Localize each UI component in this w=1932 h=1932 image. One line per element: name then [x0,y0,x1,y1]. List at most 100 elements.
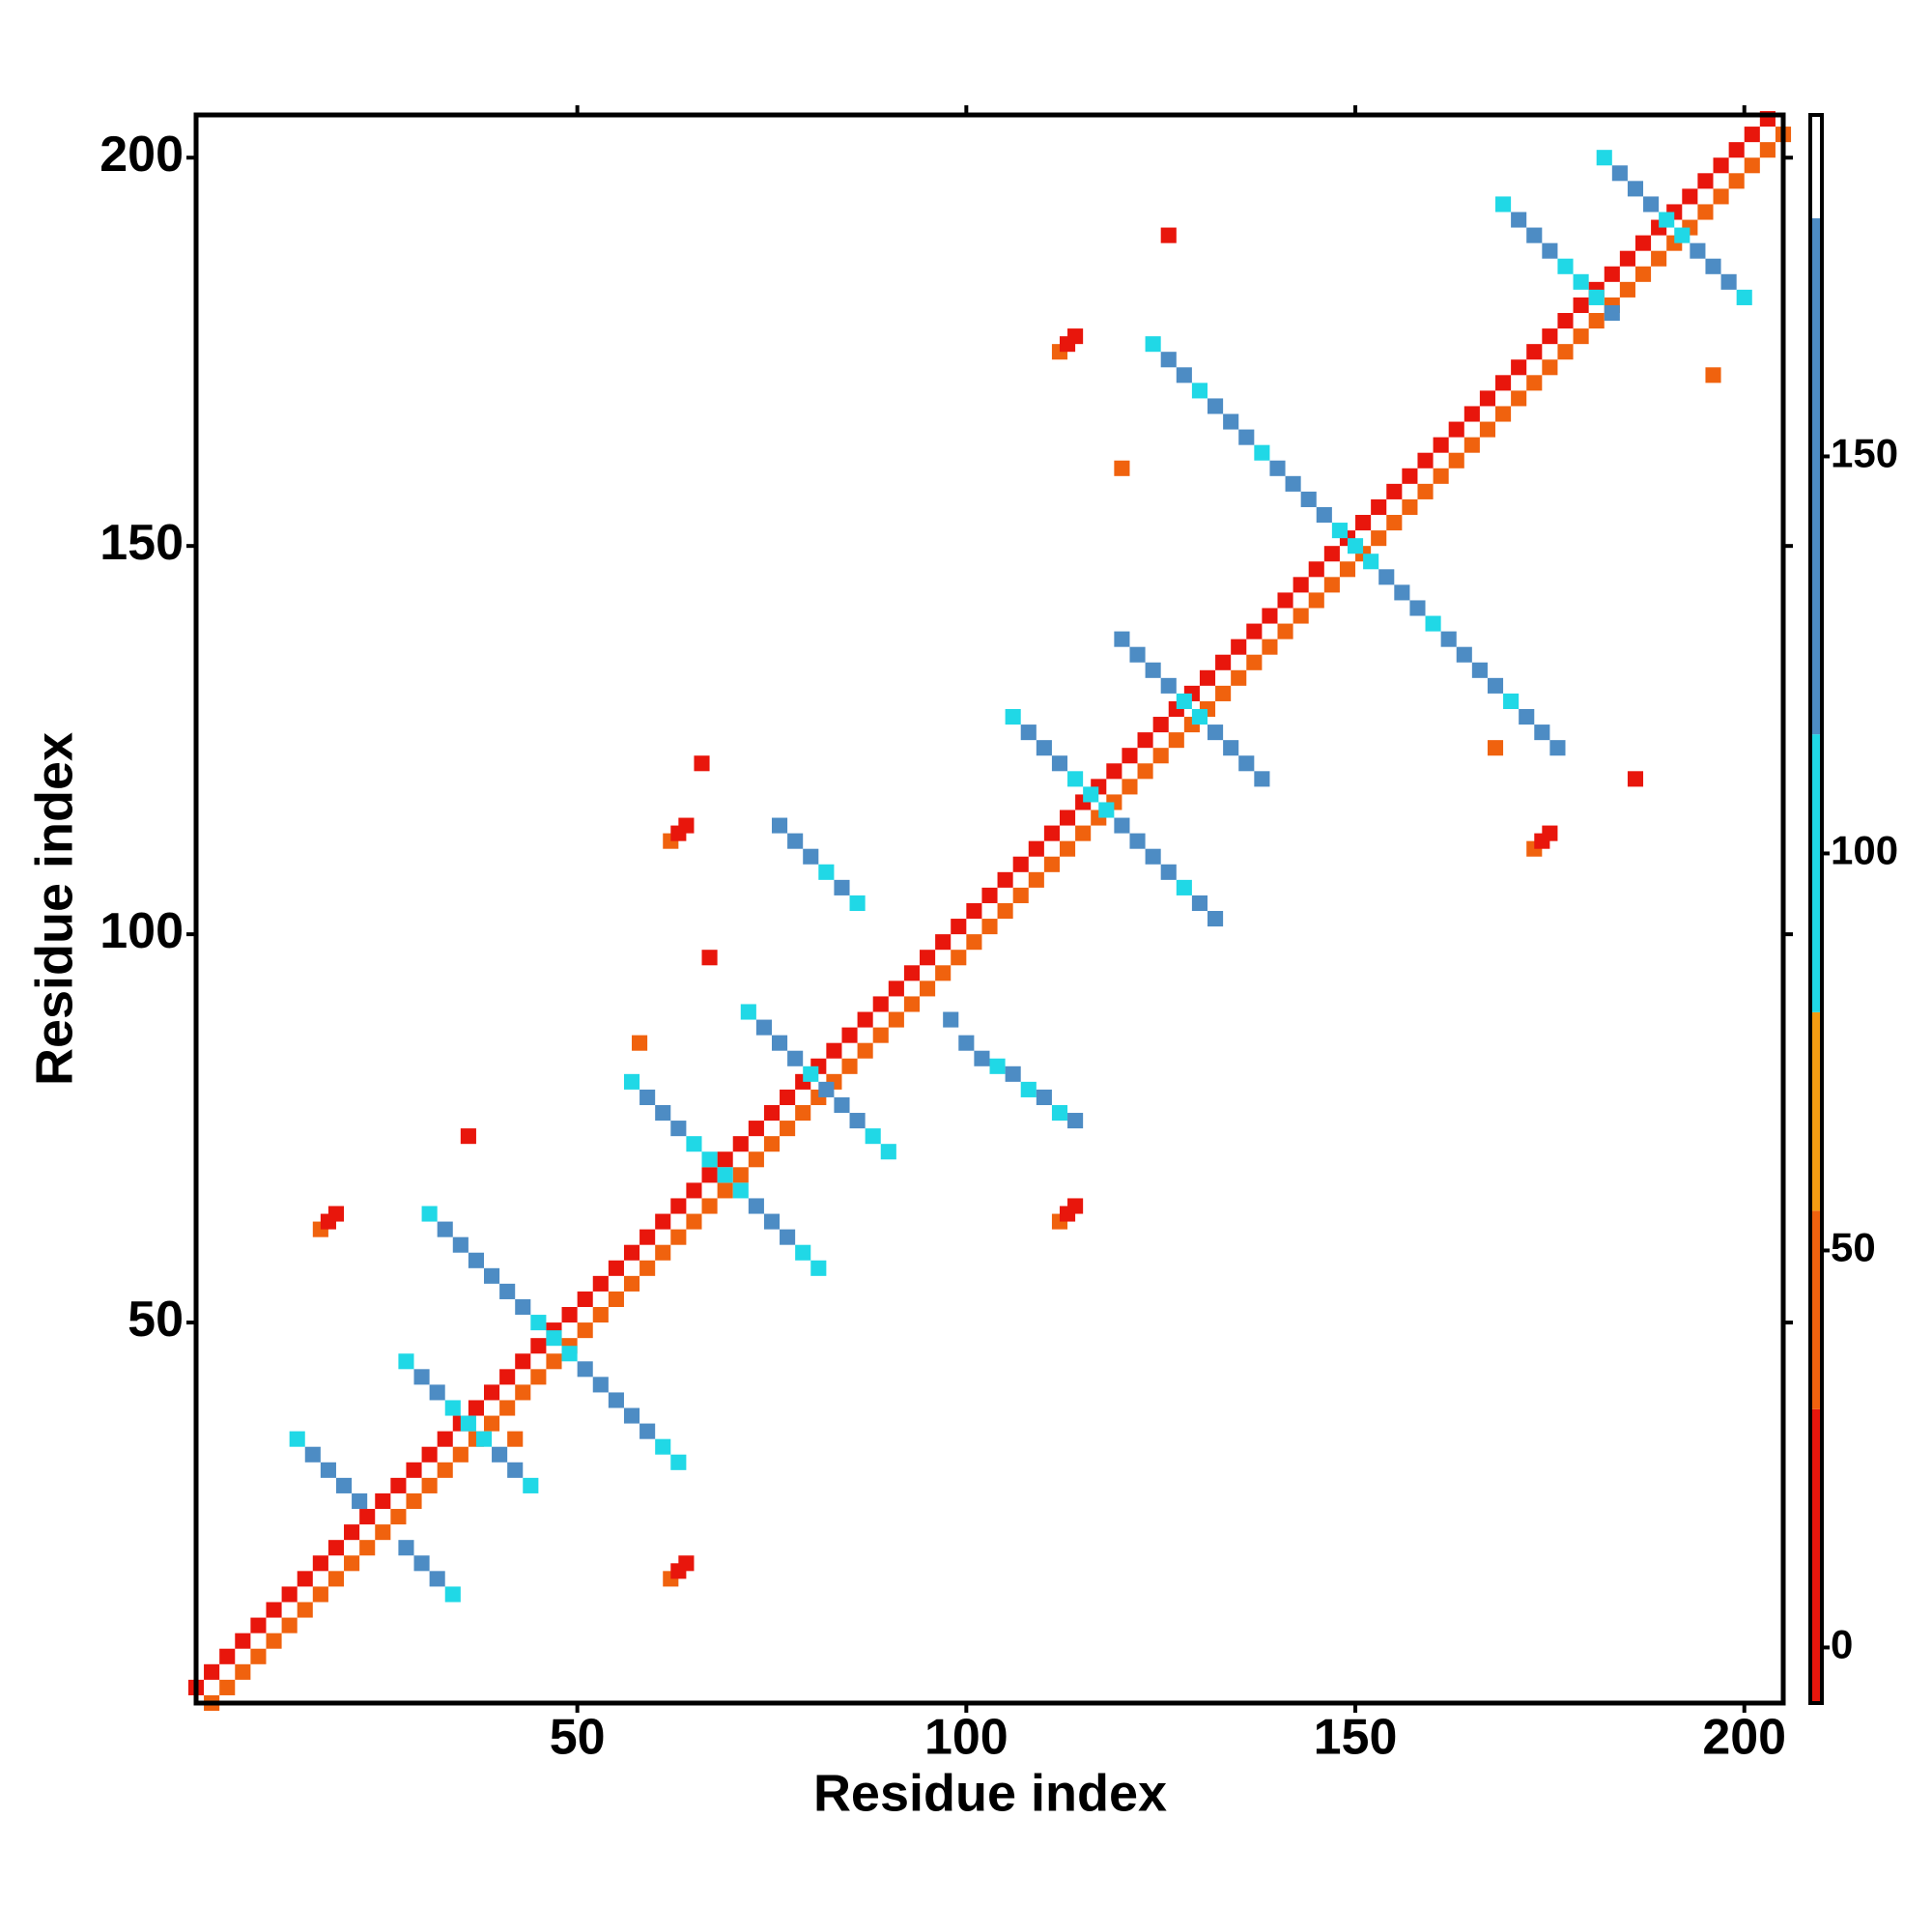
cell [546,1330,562,1347]
cell [686,1213,702,1230]
cell [406,1492,422,1510]
cell [1020,724,1037,741]
cell [1051,755,1068,772]
cell [1425,615,1441,632]
cell [1402,468,1418,484]
cell [1028,871,1044,888]
cell [1386,483,1403,499]
cell [1526,375,1543,391]
cell [1059,810,1076,826]
cell [748,1151,764,1168]
cell [444,1400,461,1416]
cell [1208,911,1224,927]
cell [577,1291,593,1308]
cell [1145,848,1161,865]
x-tick-label: 200 [1702,1710,1786,1766]
cell [1634,266,1652,282]
cell [1262,608,1278,624]
cell [1557,344,1574,360]
cell [834,1096,850,1114]
cell [398,1540,414,1556]
cell [1323,546,1340,562]
cell [515,1384,531,1401]
cell [655,1244,671,1261]
cell [1129,833,1146,849]
cell [826,1042,842,1059]
cell [1511,390,1527,407]
cell [1208,398,1224,414]
cell [1191,708,1208,725]
cell [281,1617,298,1634]
cell [763,1136,781,1152]
cell [475,1431,493,1447]
cell [1690,242,1706,259]
cell [1604,304,1620,322]
cell [398,1353,414,1370]
cell [375,1492,391,1510]
colorbar-frame [1808,113,1824,1705]
cell [841,1058,858,1074]
cell [1651,250,1667,267]
cell [312,1555,328,1572]
cell [1316,506,1332,524]
cell [1036,1089,1052,1105]
cell [444,1586,461,1603]
cell [1619,281,1635,298]
cell [235,1663,251,1680]
cell [1487,677,1504,694]
cell [1573,273,1589,290]
cell [872,996,889,1012]
cell [1323,577,1340,593]
cell [1254,771,1270,787]
cell [1215,685,1232,701]
x-axis-title: Residue index [813,1764,1167,1822]
cell [951,919,967,935]
cell [1433,437,1449,453]
cell [1479,421,1496,438]
cell [780,1229,796,1245]
cell [865,1128,881,1145]
cell [390,1477,407,1493]
cell [546,1353,562,1370]
cell [1208,724,1224,741]
cell [803,848,819,865]
cell [623,1244,640,1261]
cell [390,1509,407,1525]
cell [1557,258,1574,274]
cell [266,1602,282,1618]
cell [1697,204,1714,220]
cell [632,1035,648,1051]
plot-frame [193,112,1786,1706]
cell [780,1121,796,1137]
cell [1129,646,1146,663]
cell [327,1571,345,1587]
cell [1674,227,1690,243]
cell [1371,498,1387,516]
cell [1557,312,1574,329]
cell [1736,289,1752,305]
cell [701,1151,718,1168]
cell [989,1058,1006,1074]
cell [1059,840,1076,857]
cell [841,1027,858,1043]
cell [1542,825,1558,841]
cell [803,1065,819,1082]
cell [981,919,998,935]
cell [1160,864,1177,880]
cell [460,1128,476,1145]
cell [748,1121,764,1137]
cell [320,1462,336,1478]
cell [717,1167,733,1183]
cell [359,1509,376,1525]
cell [951,950,967,966]
cell [608,1291,624,1308]
x-tick-label: 150 [1314,1710,1398,1766]
cell [452,1236,469,1253]
cell [1409,600,1426,616]
cell [219,1648,236,1664]
cell [1036,740,1052,756]
cell [920,980,936,997]
x-tick-label: 100 [924,1710,1009,1766]
cell [1083,786,1099,803]
colorbar-segment [1810,734,1822,1012]
